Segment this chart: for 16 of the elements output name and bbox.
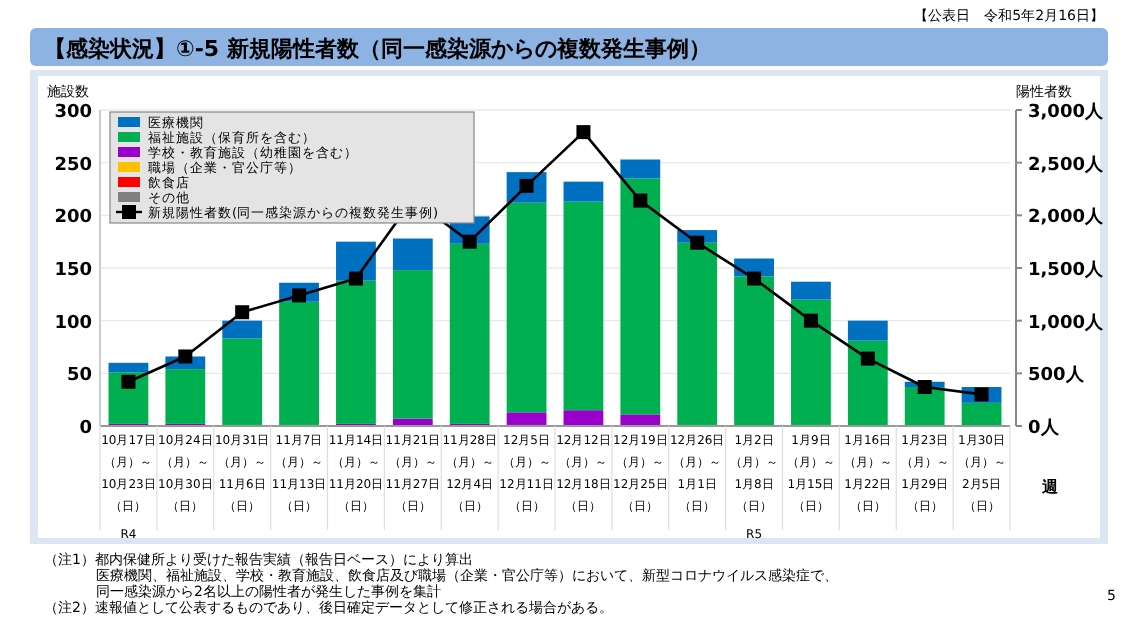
y-tick-label: 150 (54, 261, 92, 281)
y2-tick-label: 1,000人 (1028, 311, 1105, 334)
y2-tick-label: 500人 (1028, 364, 1086, 387)
y-tick-label: 250 (54, 155, 92, 176)
y-tick-label: 200 (54, 208, 92, 229)
y2-tick-label: 3,000人 (1028, 101, 1105, 123)
y2-tick-label: 2,500人 (1028, 153, 1105, 176)
y2-tick-label: 1,500人 (1028, 259, 1105, 281)
y-tick-label: 300 (54, 103, 92, 123)
chart-title: 【感染状況】①-5 新規陽性者数（同一感染源からの複数発生事例） (44, 36, 711, 62)
y-tick-label: 50 (66, 366, 92, 387)
y-tick-label: 100 (54, 313, 92, 334)
y2-tick-label: 0人 (1028, 417, 1061, 439)
x-axis-title: 週 (1040, 478, 1060, 496)
y-tick-label: 0 (79, 419, 92, 439)
y2-tick-label: 2,000人 (1028, 206, 1105, 229)
